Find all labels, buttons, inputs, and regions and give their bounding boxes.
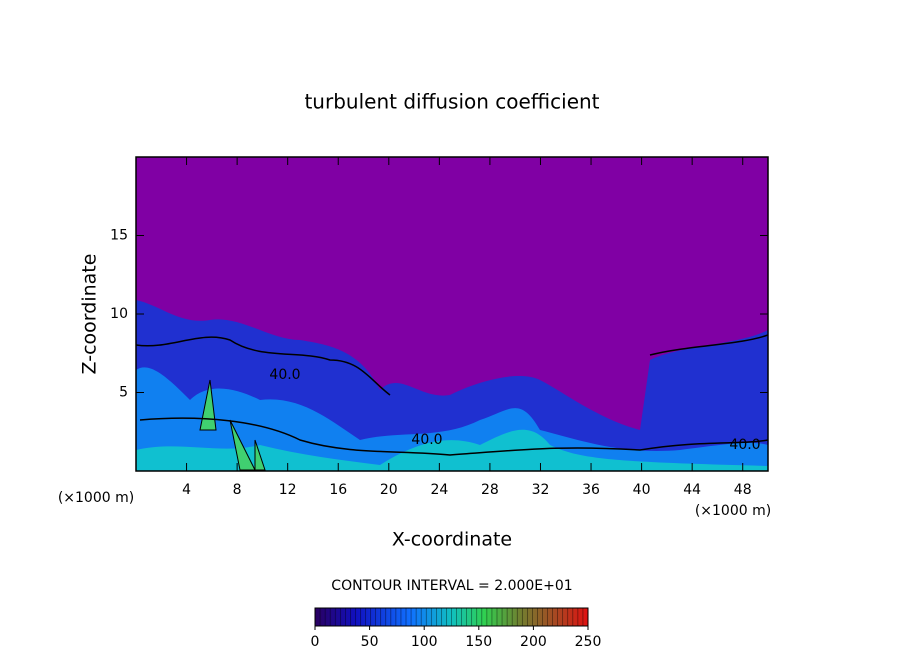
- colorbar-tick-label: 100: [411, 634, 438, 650]
- y-axis-label: Z-coordinate: [79, 254, 101, 375]
- x-axis-label: X-coordinate: [392, 529, 512, 551]
- contour-label: 40.0: [269, 367, 300, 383]
- contour-line: [136, 334, 768, 456]
- field-shading: [136, 300, 768, 471]
- contour-label: 40.0: [729, 437, 760, 453]
- x-tick-label: 12: [279, 482, 297, 498]
- x-tick-label: 44: [683, 482, 701, 498]
- field-high: [136, 429, 768, 471]
- x-tick-label: 48: [734, 482, 752, 498]
- x-tick-label: 36: [582, 482, 600, 498]
- y-tick-label: 5: [119, 385, 128, 401]
- colorbar-tick-label: 150: [465, 634, 492, 650]
- colorbar-tick-label: 0: [311, 634, 320, 650]
- chart-title: turbulent diffusion coefficient: [304, 90, 599, 114]
- x-tick-label: 20: [380, 482, 398, 498]
- field-peak: [199, 379, 266, 471]
- x-tick-label: 8: [233, 482, 242, 498]
- x-tick-label: 40: [633, 482, 651, 498]
- x-tick-label: 24: [430, 482, 448, 498]
- colorbar-tick-label: 200: [520, 634, 547, 650]
- colorbar-tick-label: 50: [361, 634, 379, 650]
- colorbar-tick-label: 250: [575, 634, 602, 650]
- x-tick-label: 32: [532, 482, 550, 498]
- x-tick-label: 28: [481, 482, 499, 498]
- x-unit: (×1000 m): [58, 490, 134, 506]
- y-tick-label: 15: [110, 228, 128, 244]
- y-tick-label: 10: [110, 306, 128, 322]
- contour-label: 40.0: [411, 432, 442, 448]
- field-mid: [136, 367, 768, 471]
- x-tick-label: 16: [329, 482, 347, 498]
- x-unit: (×1000 m): [695, 503, 771, 519]
- contour-interval: CONTOUR INTERVAL = 2.000E+01: [331, 578, 572, 594]
- x-tick-label: 4: [182, 482, 191, 498]
